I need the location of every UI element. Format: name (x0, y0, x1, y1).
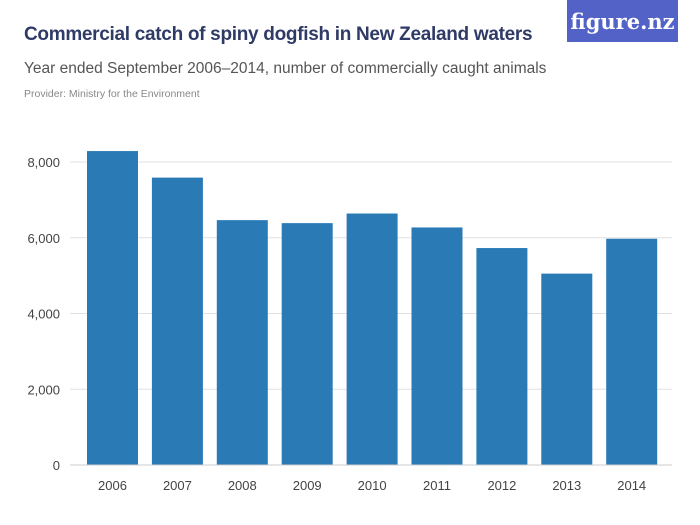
x-tick-label: 2006 (98, 478, 127, 493)
x-tick-label: 2010 (358, 478, 387, 493)
x-tick-label: 2012 (487, 478, 516, 493)
bar-2014 (606, 238, 658, 465)
x-tick-label: 2013 (552, 478, 581, 493)
bar-2012 (476, 248, 528, 465)
chart-subtitle: Year ended September 2006–2014, number o… (24, 60, 547, 77)
bar-2008 (216, 220, 268, 465)
y-tick-label: 2,000 (27, 382, 60, 397)
bar-2007 (151, 177, 203, 466)
x-tick-label: 2011 (423, 478, 451, 493)
bar-2009 (281, 223, 333, 465)
x-tick-label: 2008 (228, 478, 257, 493)
chart-provider: Provider: Ministry for the Environment (24, 88, 200, 100)
y-tick-label: 6,000 (27, 231, 60, 246)
y-tick-label: 4,000 (27, 307, 60, 322)
bar-2013 (541, 273, 593, 465)
x-tick-label: 2014 (617, 478, 646, 493)
chart-title: Commercial catch of spiny dogfish in New… (24, 24, 533, 45)
x-tick-label: 2009 (293, 478, 322, 493)
y-tick-label: 0 (53, 458, 60, 473)
figure-nz-logo[interactable]: figure.nz (567, 0, 678, 42)
x-tick-label: 2007 (163, 478, 192, 493)
bar-2010 (346, 213, 398, 465)
y-tick-label: 8,000 (27, 155, 60, 170)
bar-2011 (411, 227, 463, 465)
bar-2006 (87, 151, 138, 465)
